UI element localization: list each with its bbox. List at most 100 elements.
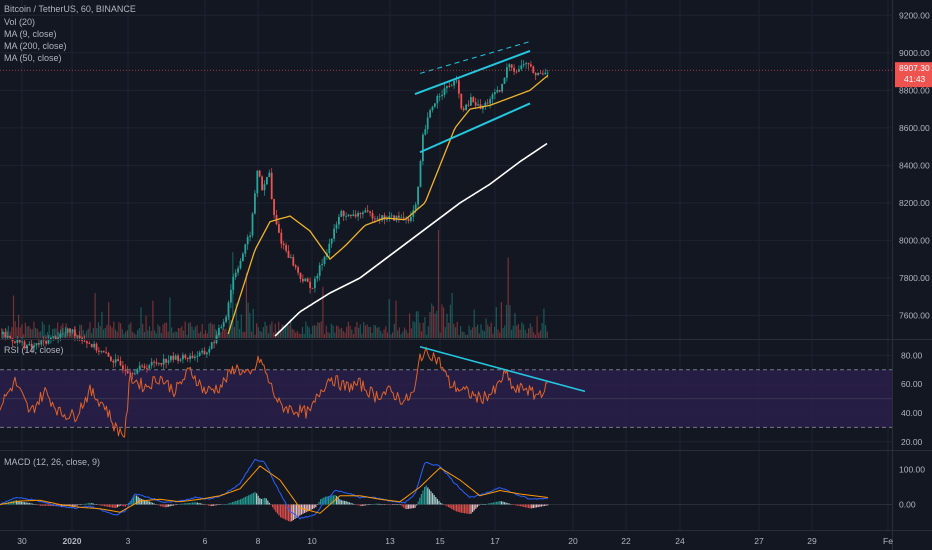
macd-histogram-bar [307,504,309,512]
candle-body [446,86,448,89]
candle-body [126,370,129,374]
macd-histogram-bar [540,504,542,507]
candle-body [105,352,107,354]
volume-bar [388,299,390,338]
macd-histogram-bar [504,502,506,505]
volume-bar [259,330,261,338]
candle-body [6,335,9,338]
macd-histogram-bar [345,501,347,505]
time-axis[interactable]: 30 2020 3 6 8 10 13 15 17 20 22 24 27 29 Fe [17,536,893,546]
volume-bar [23,333,25,338]
macd-histogram-bar [420,494,422,505]
price-tick-8: 7600.00 [899,310,930,320]
macd-histogram-bar [244,496,246,505]
candle-body [448,86,451,87]
candle-body [35,343,38,346]
volume-bar [232,252,234,338]
macd-histogram-bar [113,504,115,508]
volume-bar [125,331,127,338]
candle-body [210,342,213,349]
macd-histogram-bar [428,489,430,505]
macd-histogram-bar [76,504,78,506]
macd-histogram-bar [134,495,136,505]
volume-bar [261,331,263,338]
macd-histogram-bar [193,502,195,505]
macd-histogram-bar [49,504,51,507]
macd-histogram-bar [179,503,181,505]
macd-histogram-bar [251,493,253,505]
macd-histogram-bar [356,504,358,506]
candle-body [146,367,148,369]
macd-histogram-bar [521,504,523,507]
candle-body [78,335,81,338]
macd-histogram-bar [46,504,48,506]
volume-bar [70,331,72,338]
candle-body [422,134,424,162]
candle-body [294,265,297,268]
macd-histogram-bar [358,504,360,506]
volume-bar [337,326,339,338]
macd-histogram-bar [516,504,518,506]
indicator-ma200[interactable]: MA (200, close) [4,41,67,51]
macd-histogram-bar [115,504,117,509]
macd-histogram-bar [185,503,187,505]
macd-label[interactable]: MACD (12, 26, close, 9) [4,457,100,467]
volume-bar [482,330,484,338]
macd-histogram-bar [449,504,451,509]
price-tick-1: 9000.00 [899,48,930,58]
candle-body [150,361,153,366]
volume-bar [152,300,154,338]
macd-histogram-bar [438,500,440,505]
macd-histogram-bar [278,504,280,516]
candle-body [467,104,470,106]
indicator-ma9[interactable]: MA (9, close) [4,29,57,39]
candle-body [407,218,410,221]
macd-histogram-bar [363,504,365,506]
candle-body [306,278,309,282]
candle-body [134,373,136,375]
candle-body [62,333,64,335]
volume-bar [80,324,83,338]
volume-bar [412,321,414,338]
volume-bar [35,328,37,338]
price-tick-4: 8400.00 [899,160,930,170]
macd-histogram-bar [476,504,478,508]
macd-histogram-bar [355,504,357,505]
indicator-vol[interactable]: Vol (20) [4,17,35,27]
macd-histogram-bar [169,504,171,507]
volume-bar [453,323,455,338]
candle-body [170,355,172,361]
macd-histogram-bar [454,504,456,511]
macd-histogram-bar [180,503,182,505]
macd-histogram-bar [350,502,352,505]
price-axis[interactable]: 9200.00 9000.00 8800.00 8600.00 8400.00 8200.… [899,10,930,509]
candle-body [201,350,203,353]
candle-body [323,256,326,265]
candle-body [38,343,40,345]
indicator-ma50[interactable]: MA (50, close) [4,53,62,63]
macd-histogram-bar [92,503,94,505]
candle-body [9,335,11,339]
macd-histogram-bar [233,501,235,505]
macd-histogram-bar [544,504,546,506]
macd-histogram-bar [144,499,146,505]
volume-bar [347,321,349,338]
candle-body [453,81,455,86]
macd-histogram-bar [300,504,302,515]
time-tick-7: 15 [435,536,445,546]
rsi-tick-1: 60.00 [901,379,923,389]
macd-histogram-bar [364,504,366,506]
macd-histogram-bar [308,504,310,511]
volume-bar [87,328,89,338]
candle-body [345,216,347,217]
volume-bar [86,330,88,338]
volume-bar [91,333,93,338]
volume-bar [526,333,528,338]
macd-histogram-bar [83,504,85,505]
rsi-trendline [419,345,586,393]
macd-histogram-bar [321,498,323,505]
candle-body [90,343,93,348]
rsi-label[interactable]: RSI (14, close) [4,345,64,355]
candle-body [270,172,273,200]
